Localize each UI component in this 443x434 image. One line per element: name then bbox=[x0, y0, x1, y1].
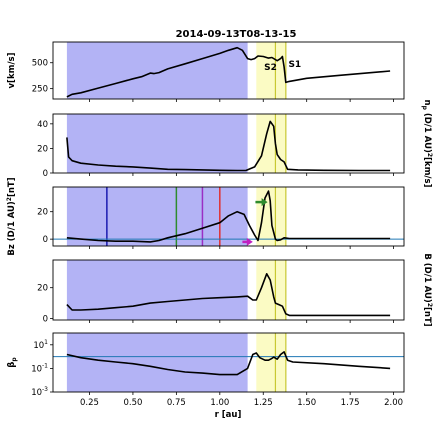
y-tick-label: 0 bbox=[43, 314, 48, 324]
y-tick-label: 250 bbox=[32, 85, 48, 95]
x-tick-label: 1.75 bbox=[341, 398, 360, 408]
x-tick-label: 1.25 bbox=[254, 398, 273, 408]
y-tick-label: 10-3 bbox=[31, 386, 48, 398]
shaded-region-1 bbox=[66, 114, 248, 173]
x-axis: 0.25 0.50 0.75 1.00 1.25 1.50 1.75 2.00 bbox=[80, 398, 403, 408]
arrow-head bbox=[261, 198, 268, 207]
velocity-panel: S2 S1 250 500 v[km/s] bbox=[7, 41, 405, 102]
figure-title: 2014-09-13T08-13-15 bbox=[176, 29, 297, 40]
bz-panel: 0 20 Bz (D/1 AU)2​[nT] bbox=[6, 177, 405, 256]
y-tick-label: 10-1 bbox=[31, 362, 48, 374]
y-axis-label: B (D/1 AU)2​[nT] bbox=[422, 253, 433, 326]
y-axis-label: βp​ bbox=[7, 357, 18, 368]
panel-frame bbox=[52, 41, 405, 100]
y-tick-label: 0 bbox=[43, 169, 48, 179]
y-tick-label: 0 bbox=[43, 235, 48, 245]
profile-line-1 bbox=[66, 120, 391, 172]
y-axis-label: v[km/s] bbox=[7, 52, 17, 88]
annotation-s2: S2 bbox=[264, 63, 277, 73]
shaded-region-1 bbox=[66, 42, 248, 99]
field-magnitude-panel: 0 20 B (D/1 AU)2​[nT] bbox=[37, 253, 433, 326]
y-tick-label: 20 bbox=[37, 144, 48, 154]
shaded-region-2 bbox=[256, 333, 286, 392]
arrow-head bbox=[246, 237, 253, 246]
x-tick-label: 0.50 bbox=[123, 398, 142, 408]
x-tick-label: 1.50 bbox=[297, 398, 316, 408]
y-tick-label: 20 bbox=[37, 284, 48, 294]
panel-frame bbox=[52, 259, 405, 321]
x-axis-label: r [au] bbox=[215, 410, 242, 420]
x-tick-label: 1.00 bbox=[210, 398, 229, 408]
y-tick-label: 101 bbox=[33, 339, 48, 351]
x-tick-label: 2.00 bbox=[384, 398, 403, 408]
shaded-region-2 bbox=[256, 42, 286, 99]
y-axis-label: Bz (D/1 AU)2​[nT] bbox=[6, 177, 17, 255]
y-axis-label: np​ (D/1 AU)2​[km/s] bbox=[421, 100, 433, 188]
shaded-region-1 bbox=[66, 333, 248, 392]
annotation-s1: S1 bbox=[288, 60, 301, 70]
shaded-region-1 bbox=[66, 260, 248, 320]
profile-line-1 bbox=[66, 190, 391, 243]
shaded-region-1 bbox=[66, 187, 248, 246]
arrow-2 bbox=[242, 237, 253, 246]
y-tick-label: 20 bbox=[37, 208, 48, 218]
x-tick-label: 0.25 bbox=[80, 398, 99, 408]
panel-frame bbox=[52, 332, 405, 393]
plasma-beta-panel: 101 10-1 10-3 βp​ bbox=[7, 332, 405, 398]
panel-frame bbox=[52, 186, 405, 247]
panel-frame bbox=[52, 113, 405, 174]
profile-line-1 bbox=[66, 351, 391, 376]
profile-line-1 bbox=[66, 273, 391, 317]
profile-line-1 bbox=[66, 46, 391, 98]
y-tick-label: 40 bbox=[37, 120, 48, 130]
arrow-1 bbox=[255, 198, 268, 207]
density-panel: 0 20 40 np​ (D/1 AU)2​[km/s] bbox=[37, 100, 433, 188]
x-tick-label: 0.75 bbox=[167, 398, 186, 408]
y-tick-label: 500 bbox=[32, 59, 48, 69]
